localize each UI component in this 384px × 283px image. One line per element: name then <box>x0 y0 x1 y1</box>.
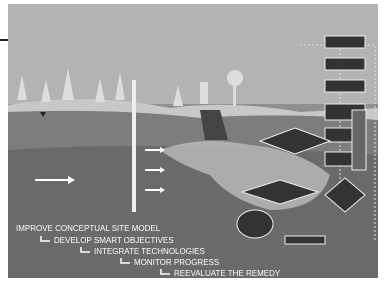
step-label: IMPROVE CONCEPTUAL SITE MODEL <box>16 224 161 233</box>
step-label: INTEGRATE TECHNOLOGIES <box>94 247 205 256</box>
diagram: IMPROVE CONCEPTUAL SITE MODEL DEVELOP SM… <box>0 0 384 283</box>
step-label: DEVELOP SMART OBJECTIVES <box>54 236 174 245</box>
well <box>132 80 136 212</box>
step-label: REEVALUATE THE REMEDY <box>174 269 281 278</box>
step-label: MONITOR PROGRESS <box>134 258 219 267</box>
sky <box>8 4 378 104</box>
building <box>200 82 208 104</box>
